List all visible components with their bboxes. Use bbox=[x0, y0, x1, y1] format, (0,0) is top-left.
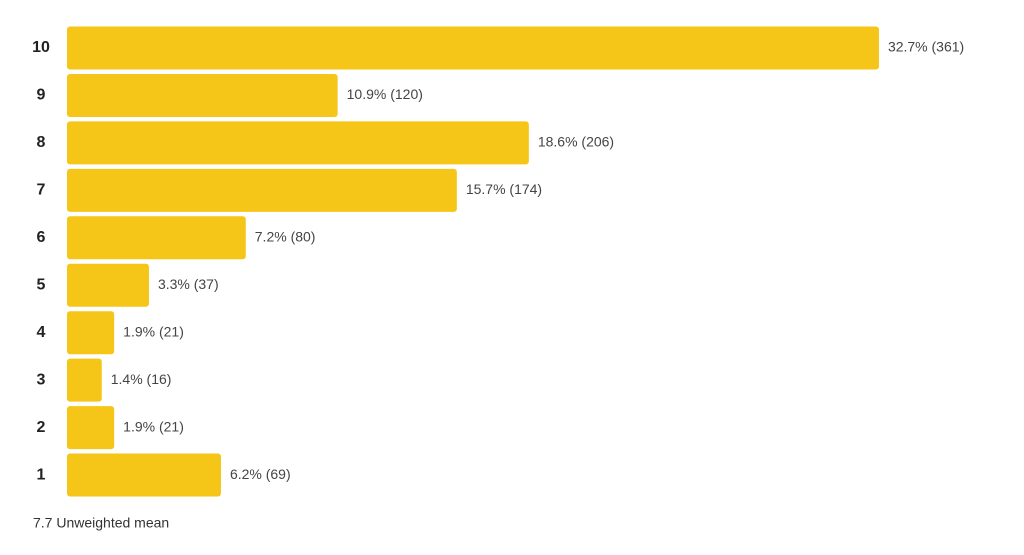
value-label: 6.2% (69) bbox=[230, 466, 291, 482]
bar bbox=[67, 406, 115, 450]
category-label: 3 bbox=[37, 371, 46, 388]
category-label: 8 bbox=[37, 134, 46, 151]
bar bbox=[67, 121, 529, 165]
bar bbox=[67, 453, 221, 497]
value-label: 7.2% (80) bbox=[255, 229, 316, 245]
bar bbox=[67, 73, 338, 117]
value-label: 1.9% (21) bbox=[123, 418, 184, 434]
value-label: 32.7% (361) bbox=[888, 39, 964, 55]
footnote: 7.7 Unweighted mean bbox=[33, 515, 169, 531]
bar bbox=[67, 311, 115, 355]
value-label: 3.3% (37) bbox=[158, 276, 219, 292]
bar bbox=[67, 26, 879, 70]
value-label: 1.9% (21) bbox=[123, 323, 184, 339]
category-label: 9 bbox=[37, 87, 46, 104]
category-label: 6 bbox=[37, 229, 46, 246]
bar bbox=[67, 263, 149, 307]
value-label: 1.4% (16) bbox=[111, 371, 172, 387]
category-label: 4 bbox=[37, 324, 46, 341]
bar bbox=[67, 358, 102, 402]
value-label: 15.7% (174) bbox=[466, 181, 542, 197]
category-label: 1 bbox=[37, 466, 46, 483]
bar bbox=[67, 216, 246, 260]
category-label: 2 bbox=[37, 419, 46, 436]
bar bbox=[67, 168, 457, 212]
value-label: 10.9% (120) bbox=[347, 86, 423, 102]
category-label: 5 bbox=[37, 276, 46, 293]
value-label: 18.6% (206) bbox=[538, 134, 614, 150]
category-label: 7 bbox=[37, 182, 46, 199]
category-label: 10 bbox=[32, 39, 50, 56]
